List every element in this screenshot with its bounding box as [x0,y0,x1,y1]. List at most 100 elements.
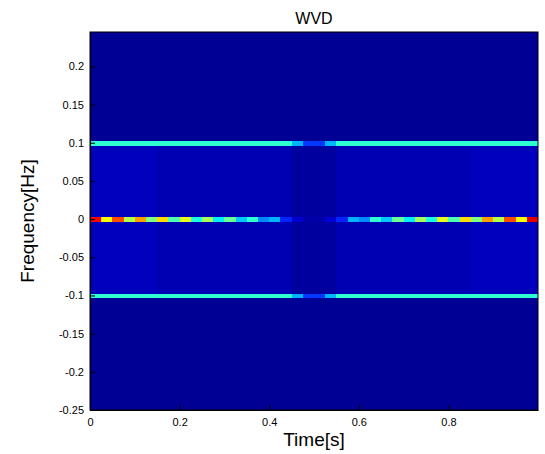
heatmap-cell [527,145,538,217]
heatmap-cell [168,221,180,293]
heatmap-cell [516,145,528,217]
heatmap-cell [258,298,270,410]
x-tick-label: 0.8 [441,416,456,428]
heatmap-cell [504,221,516,293]
x-tick-label: 0.6 [352,416,367,428]
x-axis: 00.20.40.60.8 [87,405,538,428]
heatmap-cell [527,298,538,410]
heatmap-cell [336,221,348,293]
heatmap-cell [135,221,147,293]
heatmap-cell [180,140,192,145]
heatmap-cell [112,221,124,293]
heatmap-cell [180,298,192,410]
heatmap-cell [381,293,393,298]
heatmap-cell [101,140,113,145]
heatmap-cell [527,140,538,145]
heatmap-cell [448,293,460,298]
heatmap-cell [381,32,393,141]
heatmap-cell [471,217,483,222]
heatmap-cell [180,221,192,293]
heatmap-cell [381,217,393,222]
heatmap-cell [370,217,382,222]
heatmap-cell [202,217,214,222]
heatmap-cell [168,293,180,298]
y-tick-label: 0.1 [69,137,84,149]
y-tick: 0 [78,213,95,225]
heatmap-cell [269,293,281,298]
heatmap-cell [303,298,315,410]
heatmap-cell [90,217,102,222]
heatmap-cell [224,32,236,141]
heatmap-cell [236,32,248,141]
y-tick-label: 0.05 [63,175,84,187]
heatmap-cell [202,298,214,410]
heatmap-cell [482,145,494,217]
heatmap-cell [415,217,427,222]
heatmap-cell [112,32,124,141]
x-tick: 0.4 [262,405,277,428]
heatmap-cell [370,140,382,145]
heatmap-cell [392,293,404,298]
y-tick-mark [90,66,95,67]
heatmap-cell [124,145,136,217]
heatmap-cell [437,145,449,217]
heatmap-cell [247,217,259,222]
heatmap-cell [191,32,203,141]
heatmap-cell [258,221,270,293]
y-tick-label: 0 [78,213,84,225]
heatmap-cell [336,217,348,222]
heatmap-cell [392,221,404,293]
heatmap-cell [493,293,505,298]
heatmap-cell [448,221,460,293]
heatmap-cell [381,298,393,410]
heatmap-cell [224,298,236,410]
heatmap-cell [191,298,203,410]
heatmap-cell [146,32,158,141]
heatmap-cell [124,32,136,141]
y-tick-label: -0.15 [59,328,84,340]
y-axis-line [90,33,91,411]
heatmap-cell [504,140,516,145]
x-axis-title: Time[s] [283,429,345,450]
y-tick: -0.15 [59,328,95,340]
heatmap-cell [493,32,505,141]
heatmap-cell [504,217,516,222]
heatmap-cell [348,221,360,293]
heatmap-cell [460,221,472,293]
heatmap-cell [348,293,360,298]
heatmap-cell [482,140,494,145]
heatmap-cell [180,145,192,217]
heatmap-cell [325,293,337,298]
heatmap-cell [157,298,169,410]
heatmap-cell [504,293,516,298]
heatmap-cell [325,221,337,293]
heatmap-cell [404,140,416,145]
heatmap-cell [325,140,337,145]
heatmap-cell [90,221,102,293]
y-tick-mark [90,410,95,411]
heatmap-cell [426,32,438,141]
heatmap-cell [504,145,516,217]
x-tick: 0.2 [172,405,187,428]
heatmap-cell [460,217,472,222]
heatmap-cell [202,32,214,141]
heatmap-cell [157,140,169,145]
heatmap-cell [392,298,404,410]
heatmap-cell [448,32,460,141]
y-tick-label: -0.05 [59,251,84,263]
plot-frame [90,32,538,410]
y-tick-mark [90,334,95,335]
heatmap-cell [90,140,102,145]
heatmap-cell [516,32,528,141]
y-tick-mark [90,219,95,220]
y-tick: 0.2 [69,60,95,72]
heatmap-cell [202,293,214,298]
heatmap-cell [314,217,326,222]
heatmap-cell [247,298,259,410]
heatmap-cell [224,140,236,145]
heatmap-cell [135,32,147,141]
heatmap-cell [370,221,382,293]
heatmap-cell [516,140,528,145]
heatmap-cell [303,140,315,145]
heatmap-cell [202,145,214,217]
